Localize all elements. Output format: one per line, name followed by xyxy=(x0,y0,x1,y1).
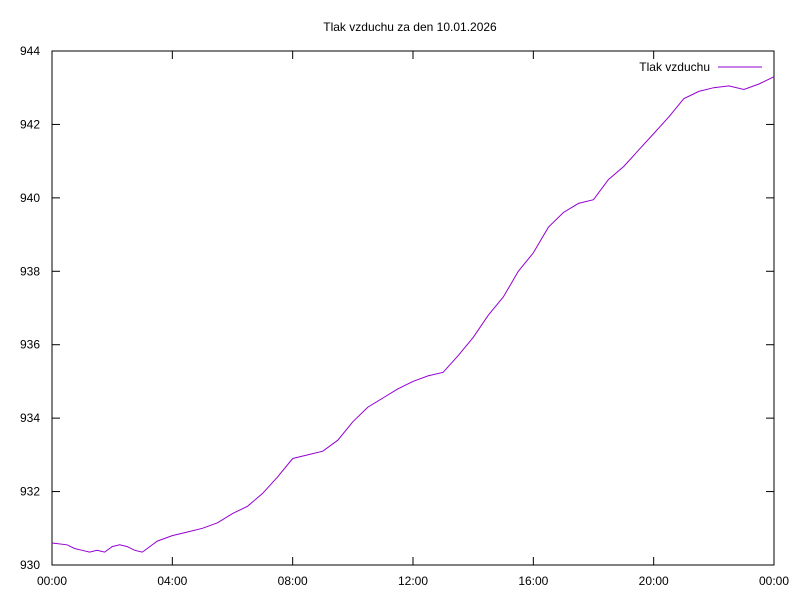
y-tick-label: 942 xyxy=(20,117,40,131)
legend: Tlak vzduchu xyxy=(639,60,762,74)
y-tick-label: 930 xyxy=(20,558,40,572)
x-tick-label: 12:00 xyxy=(398,574,428,588)
plot-frame xyxy=(51,50,775,566)
y-tick-label: 940 xyxy=(20,191,40,205)
legend-label: Tlak vzduchu xyxy=(639,60,710,74)
y-tick-label: 944 xyxy=(20,44,40,58)
chart-title: Tlak vzduchu za den 10.01.2026 xyxy=(323,20,497,34)
y-tick-label: 938 xyxy=(20,264,40,278)
series-layer xyxy=(51,76,775,553)
series-line xyxy=(51,76,775,553)
x-tick-label: 00:00 xyxy=(759,574,789,588)
y-axis: 930 932 934 936 938 940 942 944 xyxy=(20,44,774,572)
y-tick-label: 934 xyxy=(20,411,40,425)
x-tick-label: 16:00 xyxy=(518,574,548,588)
x-tick-label: 00:00 xyxy=(37,574,67,588)
x-axis: 00:00 04:00 08:00 12:00 16:00 20:00 00:00 xyxy=(37,51,789,588)
x-tick-label: 20:00 xyxy=(639,574,669,588)
y-tick-label: 932 xyxy=(20,485,40,499)
y-tick-label: 936 xyxy=(20,338,40,352)
x-tick-label: 08:00 xyxy=(278,574,308,588)
x-tick-label: 04:00 xyxy=(157,574,187,588)
